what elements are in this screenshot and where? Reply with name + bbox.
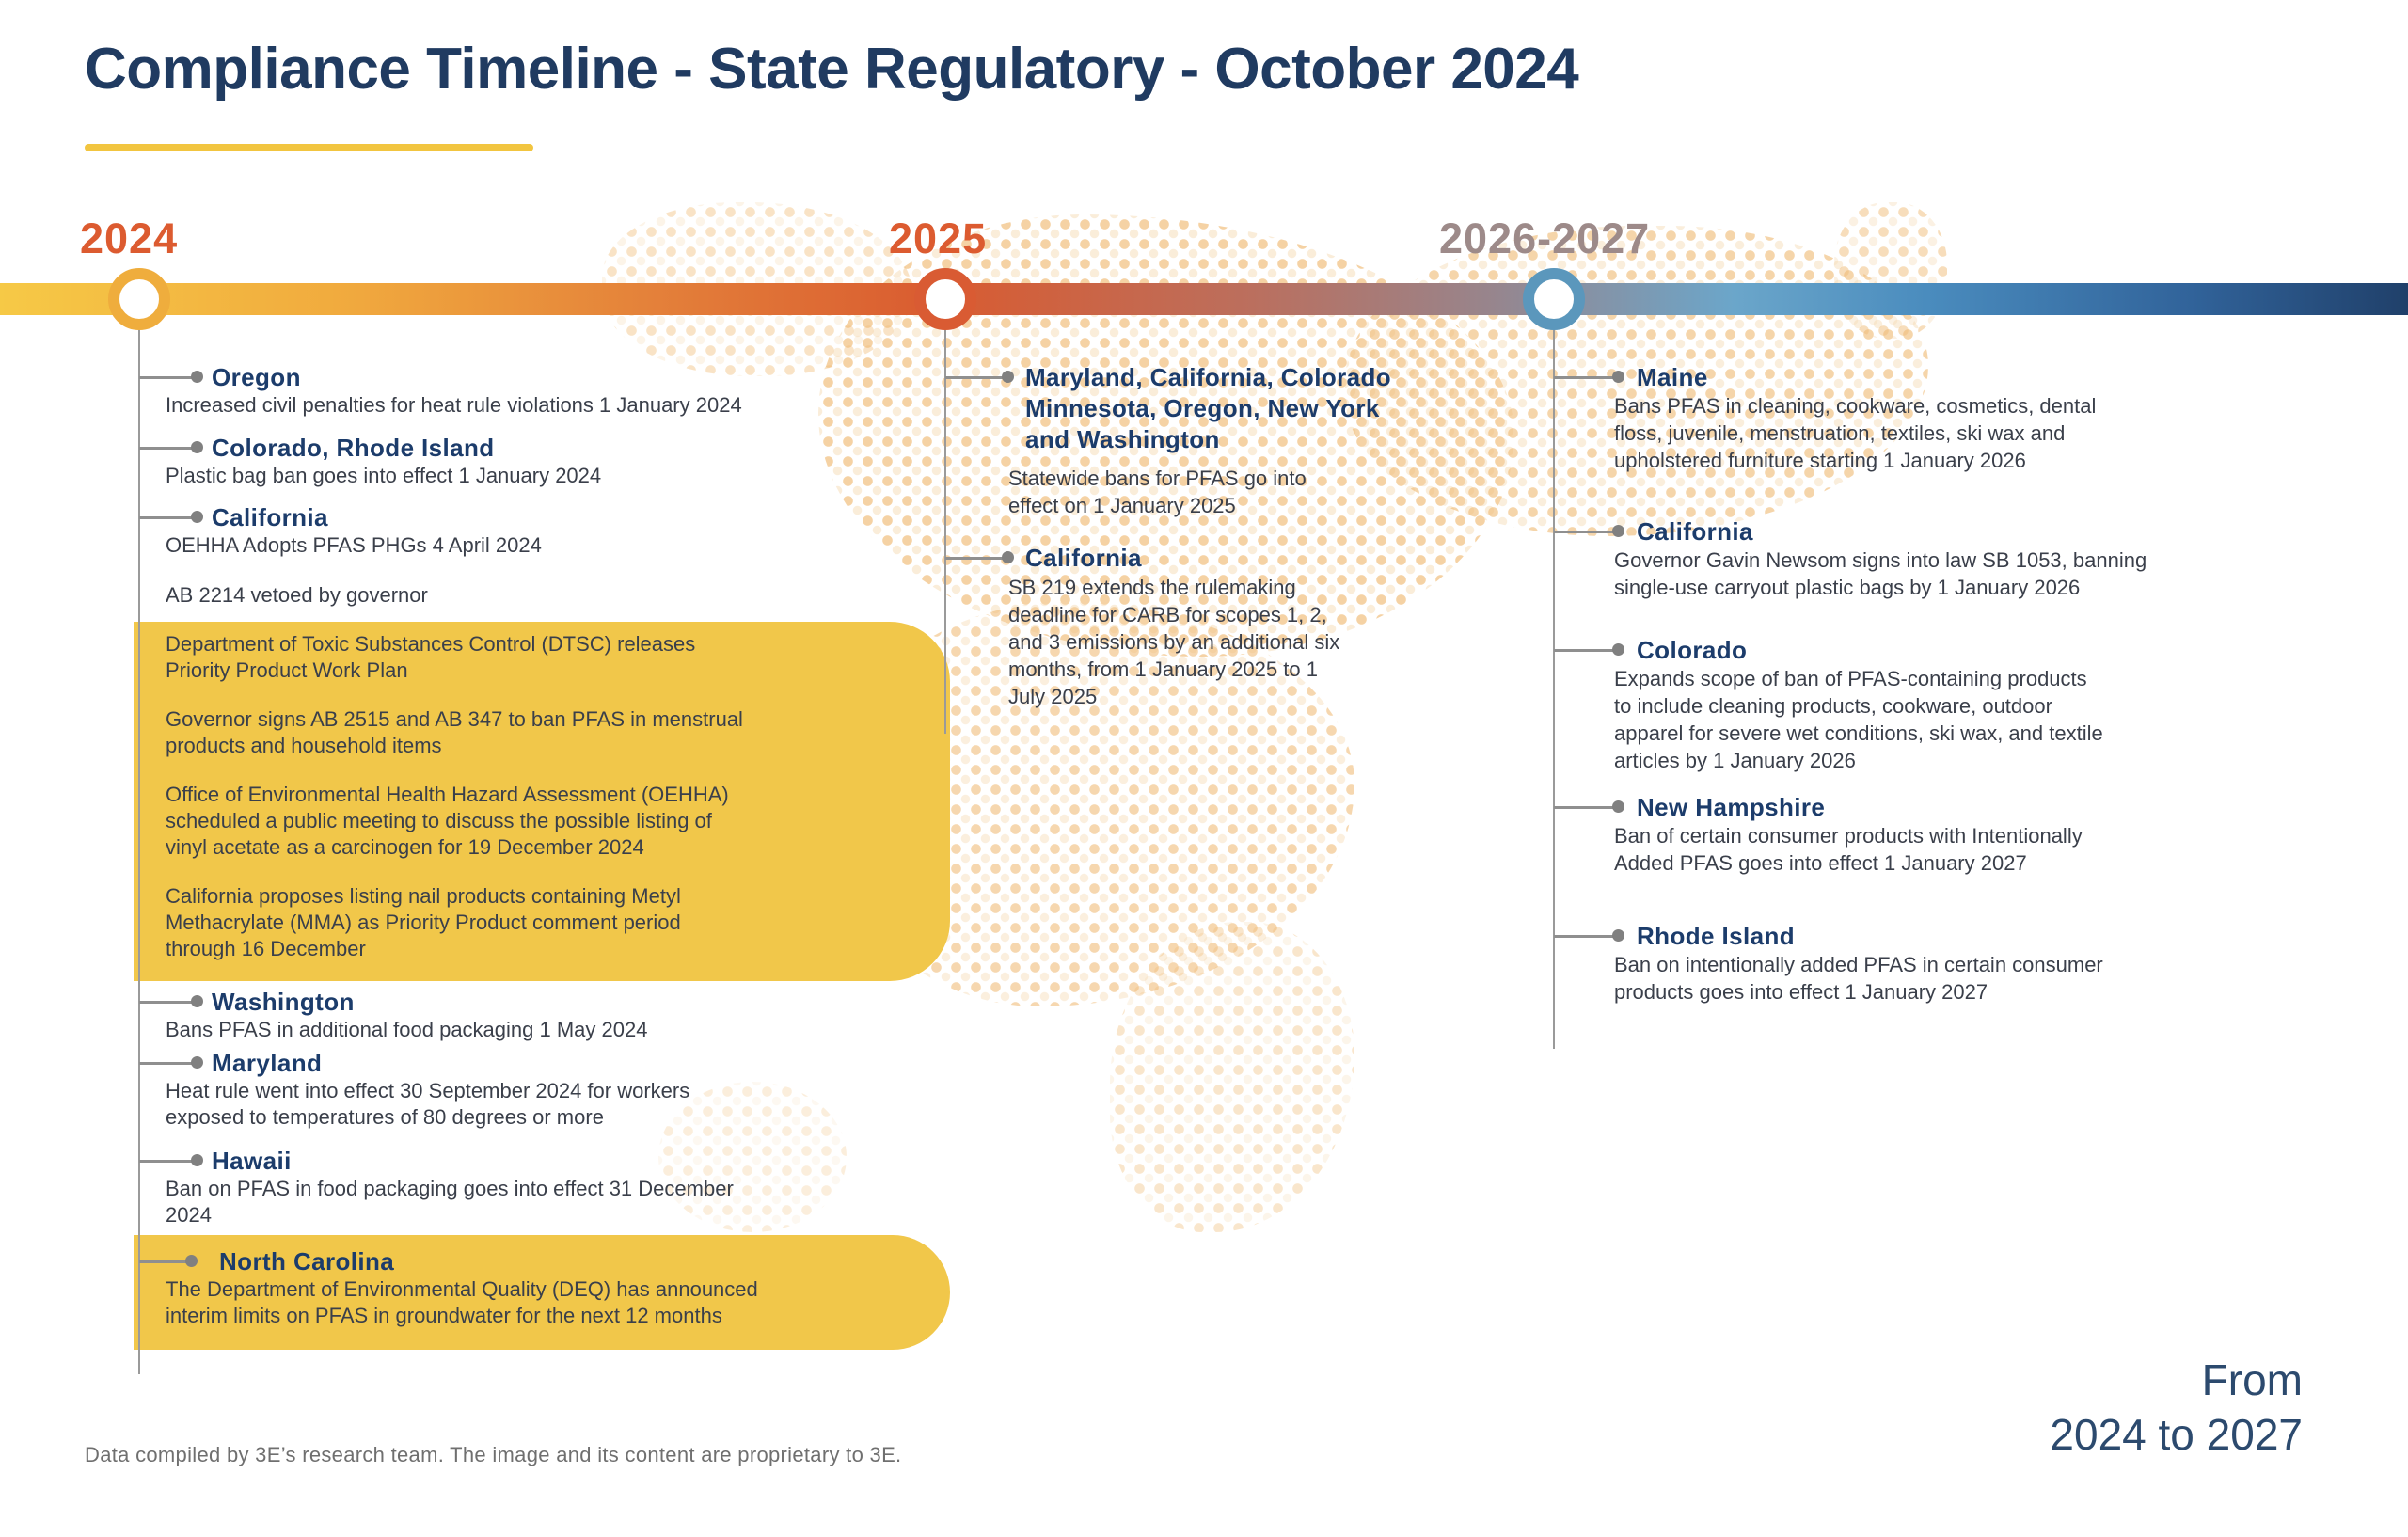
timeline-entry: California Governor Gavin Newsom signs i…: [1554, 516, 2212, 601]
entry-text: The Department of Environmental Quality …: [166, 1277, 758, 1327]
us-dotted-map-blob: [1110, 922, 1354, 1232]
bullet-dot-icon: [191, 511, 203, 523]
connector-line: [139, 447, 198, 450]
state-name: Colorado: [1637, 636, 1748, 664]
connector-line: [139, 1001, 198, 1004]
state-name: Hawaii: [212, 1147, 292, 1175]
timeline-entry: Rhode Island Ban on intentionally added …: [1554, 921, 2212, 1006]
entry-text: California proposes listing nail product…: [166, 884, 681, 960]
entry-text: Governor signs AB 2515 and AB 347 to ban…: [166, 707, 743, 757]
entry-text: Ban on intentionally added PFAS in certa…: [1614, 953, 2103, 1004]
state-name: New Hampshire: [1637, 793, 1826, 821]
timeline-entry: New Hampshire Ban of certain consumer pr…: [1554, 792, 2212, 877]
year-label-2026-2027: 2026-2027: [1439, 214, 1651, 262]
state-name: California: [212, 503, 328, 531]
connector-line: [1554, 935, 1620, 938]
connector-line: [139, 1160, 198, 1163]
entry-text: Plastic bag ban goes into effect 1 Janua…: [166, 464, 602, 487]
connector-line: [139, 516, 198, 519]
entry-text: Heat rule went into effect 30 September …: [166, 1079, 690, 1129]
us-dotted-map-blob: [658, 1082, 847, 1232]
timeline-entry: Colorado Expands scope of ban of PFAS-co…: [1554, 635, 2212, 774]
page-title: Compliance Timeline - State Regulatory -…: [85, 37, 1579, 102]
entry-text: Office of Environmental Health Hazard As…: [166, 783, 729, 859]
connector-line: [1554, 649, 1620, 652]
bullet-dot-icon: [1612, 371, 1624, 383]
timeline-entry: Maryland, California, Colorado Minnesota…: [945, 362, 1472, 519]
bullet-dot-icon: [191, 371, 203, 383]
state-name: Oregon: [212, 363, 301, 391]
timeline-node-2026-2027: [1523, 268, 1585, 330]
timeline-entry: Washington Bans PFAS in additional food …: [139, 987, 967, 1043]
entry-text: Statewide bans for PFAS go into effect o…: [1008, 467, 1307, 517]
state-name: California: [1637, 517, 1753, 546]
entry-text: Ban of certain consumer products with In…: [1614, 824, 2083, 875]
footer-attribution: Data compiled by 3E’s research team. The…: [85, 1443, 902, 1466]
state-name: Washington: [212, 988, 355, 1016]
bullet-dot-icon: [1002, 371, 1014, 383]
entry-text: Bans PFAS in cleaning, cookware, cosmeti…: [1614, 394, 2097, 472]
state-name: Maine: [1637, 363, 1708, 391]
bullet-dot-icon: [1612, 929, 1624, 942]
column-spine: [944, 330, 946, 734]
year-label-2025: 2025: [889, 214, 988, 262]
bullet-dot-icon: [1002, 551, 1014, 563]
timeline-node-2024: [108, 268, 170, 330]
entry-text: SB 219 extends the rulemaking deadline f…: [1008, 576, 1340, 708]
column-spine: [138, 330, 140, 1374]
connector-line: [945, 557, 1009, 560]
timeline-entry: Maryland Heat rule went into effect 30 S…: [139, 1048, 967, 1131]
connector-line: [139, 1260, 191, 1263]
bullet-dot-icon: [1612, 800, 1624, 813]
us-dotted-map-blob: [1834, 202, 1947, 339]
connector-line: [945, 376, 1009, 379]
date-range-note: From 2024 to 2027: [2050, 1355, 2303, 1459]
state-name: Maryland, California, Colorado Minnesota…: [1025, 363, 1392, 453]
column-2024: Oregon Increased civil penalties for hea…: [134, 330, 967, 1374]
connector-line: [1554, 531, 1620, 533]
us-dotted-map-blob: [1345, 226, 1928, 536]
entry-text: Ban on PFAS in food packaging goes into …: [166, 1177, 734, 1227]
bullet-dot-icon: [185, 1255, 198, 1267]
bullet-dot-icon: [191, 441, 203, 453]
column-spine: [1553, 330, 1555, 1049]
column-2026-2027: Maine Bans PFAS in cleaning, cookware, c…: [1553, 330, 2212, 1049]
column-2025: Maryland, California, Colorado Minnesota…: [944, 330, 1472, 734]
connector-line: [139, 1062, 198, 1065]
title-underline: [85, 144, 533, 151]
timeline-entry: California SB 219 extends the rulemaking…: [945, 543, 1472, 710]
year-label-2024: 2024: [80, 214, 179, 262]
bullet-dot-icon: [191, 1056, 203, 1069]
entry-text: Bans PFAS in additional food packaging 1…: [166, 1018, 648, 1041]
state-name: Maryland: [212, 1049, 323, 1077]
connector-line: [139, 376, 198, 379]
highlight-box-california: Department of Toxic Substances Control (…: [134, 622, 950, 981]
entry-text: Expands scope of ban of PFAS-containing …: [1614, 667, 2103, 772]
bullet-dot-icon: [1612, 525, 1624, 537]
timeline-entry: Hawaii Ban on PFAS in food packaging goe…: [139, 1146, 967, 1228]
state-name: North Carolina: [219, 1247, 395, 1276]
bullet-dot-icon: [1612, 643, 1624, 656]
connector-line: [1554, 376, 1620, 379]
entry-text: Governor Gavin Newsom signs into law SB …: [1614, 548, 2147, 599]
entry-text: Department of Toxic Substances Control (…: [166, 632, 696, 682]
timeline-node-2025: [914, 268, 976, 330]
timeline-entry: Maine Bans PFAS in cleaning, cookware, c…: [1554, 362, 2212, 474]
entry-text: AB 2214 vetoed by governor: [166, 583, 428, 607]
entry-text: Increased civil penalties for heat rule …: [166, 393, 742, 417]
bullet-dot-icon: [191, 995, 203, 1007]
entry-text: OEHHA Adopts PFAS PHGs 4 April 2024: [166, 533, 542, 557]
connector-line: [1554, 806, 1620, 809]
state-name: California: [1025, 544, 1142, 572]
highlight-box-north-carolina: North Carolina The Department of Environ…: [134, 1235, 950, 1350]
timeline-entry: California OEHHA Adopts PFAS PHGs 4 Apri…: [139, 502, 967, 609]
bullet-dot-icon: [191, 1154, 203, 1166]
state-name: Colorado, Rhode Island: [212, 434, 495, 462]
timeline-entry: Oregon Increased civil penalties for hea…: [139, 362, 967, 419]
state-name: Rhode Island: [1637, 922, 1796, 950]
timeline-entry: Colorado, Rhode Island Plastic bag ban g…: [139, 433, 967, 489]
timeline-gradient-bar: [0, 283, 2408, 315]
